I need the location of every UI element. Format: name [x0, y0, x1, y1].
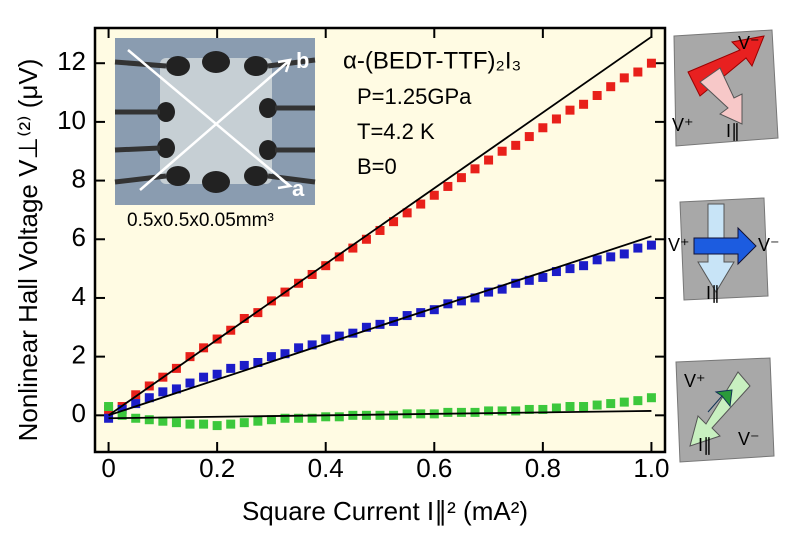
data-point [199, 420, 208, 429]
data-point [484, 406, 493, 415]
temperature: T=4.2 K [357, 119, 435, 144]
data-point [620, 73, 629, 82]
icon-current: I∥ [726, 121, 740, 141]
chart: b a 0.5x0.5x0.05mm³ α-(BEDT-TTF)₂I₃ P=1.… [0, 0, 788, 542]
field: B=0 [357, 154, 397, 179]
x-tick-label: 0.8 [525, 453, 561, 483]
icon-v-plus: V⁺ [684, 371, 706, 391]
data-point [199, 373, 208, 382]
data-point [593, 401, 602, 410]
x-tick-label: 1.0 [633, 453, 669, 483]
y-tick-label: 2 [72, 340, 86, 370]
y-tick-label: 12 [57, 46, 86, 76]
data-point [457, 173, 466, 182]
data-point [186, 420, 195, 429]
data-point [511, 406, 520, 415]
data-point [145, 415, 154, 424]
data-point [647, 393, 656, 402]
pressure: P=1.25GPa [357, 84, 472, 109]
data-point [620, 249, 629, 258]
data-point [566, 402, 575, 411]
sample-photo [115, 38, 315, 205]
icon-current: I∥ [706, 283, 720, 303]
data-point [321, 412, 330, 421]
data-point [443, 408, 452, 417]
data-point [606, 82, 615, 91]
data-point [566, 264, 575, 273]
data-point [172, 418, 181, 427]
icon-v-minus: V⁻ [758, 235, 780, 255]
icon-v-minus: V⁻ [738, 33, 760, 53]
data-point [498, 406, 507, 415]
data-point [498, 147, 507, 156]
y-tick-label: 10 [57, 105, 86, 135]
data-point [186, 379, 195, 388]
x-tick-label: 0.4 [308, 453, 344, 483]
data-point [647, 59, 656, 68]
data-point [579, 100, 588, 109]
icon-v-plus: V⁺ [672, 115, 694, 135]
data-point [213, 370, 222, 379]
data-point [335, 412, 344, 421]
data-point [552, 403, 561, 412]
data-point [538, 273, 547, 282]
data-point [525, 132, 534, 141]
data-point [213, 421, 222, 430]
y-tick-label: 0 [72, 398, 86, 428]
data-point [579, 402, 588, 411]
data-point [633, 244, 642, 253]
axis-a-label: a [292, 176, 305, 201]
x-tick-label: 0 [101, 453, 115, 483]
data-point [593, 255, 602, 264]
icon-v-plus: V⁺ [668, 235, 690, 255]
y-tick-label: 6 [72, 222, 86, 252]
data-point [579, 261, 588, 270]
icon-v-minus: V⁻ [738, 429, 760, 449]
y-tick-label: 8 [72, 163, 86, 193]
data-point [471, 164, 480, 173]
data-point [633, 68, 642, 77]
data-point [593, 91, 602, 100]
icon-middle [680, 198, 768, 300]
data-point [633, 396, 642, 405]
data-point [457, 408, 466, 417]
data-point [158, 387, 167, 396]
data-point [552, 114, 561, 123]
data-point [443, 182, 452, 191]
data-point [647, 241, 656, 250]
data-point [538, 123, 547, 132]
data-point [606, 399, 615, 408]
formula: α-(BEDT-TTF)₂I₃ [343, 47, 521, 74]
x-tick-label: 0.2 [199, 453, 235, 483]
data-point [606, 252, 615, 261]
data-point [240, 418, 249, 427]
y-tick-label: 4 [72, 281, 86, 311]
x-tick-label: 0.6 [416, 453, 452, 483]
icon-current: I∥ [698, 435, 712, 455]
data-point [430, 191, 439, 200]
data-point [566, 106, 575, 115]
data-point [484, 156, 493, 165]
data-point [511, 141, 520, 150]
data-point [253, 417, 262, 426]
data-point [226, 420, 235, 429]
sample-size: 0.5x0.5x0.05mm³ [127, 210, 274, 231]
axis-b-label: b [296, 48, 309, 73]
data-point [104, 402, 113, 411]
x-axis-label: Square Current I∥² (mA²) [242, 496, 528, 526]
data-point [620, 398, 629, 407]
y-axis-label: Nonlinear Hall Voltage V⊥⁽²⁾ (μV) [13, 59, 43, 442]
data-point [226, 364, 235, 373]
